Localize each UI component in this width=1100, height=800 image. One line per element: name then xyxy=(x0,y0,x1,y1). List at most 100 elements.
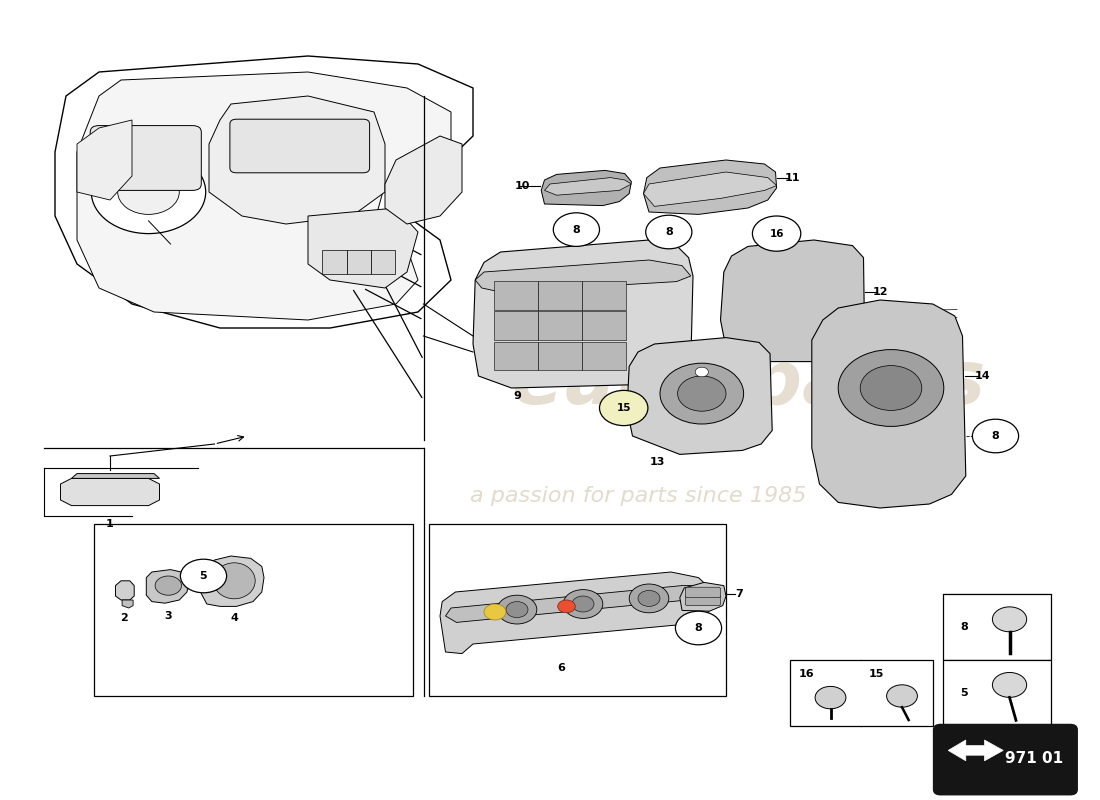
Text: 5: 5 xyxy=(960,688,968,698)
Circle shape xyxy=(497,595,537,624)
Circle shape xyxy=(992,607,1026,632)
Circle shape xyxy=(506,602,528,618)
Polygon shape xyxy=(446,586,706,622)
Text: 15: 15 xyxy=(869,669,884,678)
Circle shape xyxy=(752,216,801,251)
Polygon shape xyxy=(948,740,1003,761)
Polygon shape xyxy=(72,474,160,478)
FancyBboxPatch shape xyxy=(538,342,582,370)
Polygon shape xyxy=(385,136,462,224)
Polygon shape xyxy=(60,478,160,506)
Polygon shape xyxy=(146,570,189,603)
Circle shape xyxy=(972,419,1019,453)
FancyBboxPatch shape xyxy=(494,311,538,340)
Circle shape xyxy=(629,584,669,613)
Text: 4: 4 xyxy=(230,613,239,622)
Circle shape xyxy=(91,150,206,234)
Circle shape xyxy=(815,686,846,709)
Text: 8: 8 xyxy=(960,622,968,632)
Circle shape xyxy=(118,170,179,214)
Circle shape xyxy=(660,363,744,424)
FancyBboxPatch shape xyxy=(538,311,582,340)
Polygon shape xyxy=(720,240,865,362)
Circle shape xyxy=(695,367,708,377)
Circle shape xyxy=(155,576,182,595)
FancyBboxPatch shape xyxy=(90,126,201,190)
Ellipse shape xyxy=(213,562,255,598)
FancyBboxPatch shape xyxy=(322,250,346,274)
Text: 9: 9 xyxy=(513,391,521,401)
FancyBboxPatch shape xyxy=(538,281,582,310)
Text: 13: 13 xyxy=(650,458,666,467)
Text: 8: 8 xyxy=(664,227,673,237)
FancyBboxPatch shape xyxy=(230,119,370,173)
Polygon shape xyxy=(541,170,631,206)
Circle shape xyxy=(887,685,917,707)
Polygon shape xyxy=(122,600,133,608)
Circle shape xyxy=(180,559,227,593)
Polygon shape xyxy=(209,96,385,224)
FancyBboxPatch shape xyxy=(346,250,371,274)
Text: 11: 11 xyxy=(784,173,800,182)
Text: 8: 8 xyxy=(572,225,581,234)
Circle shape xyxy=(638,590,660,606)
Polygon shape xyxy=(627,338,772,454)
Circle shape xyxy=(563,590,603,618)
FancyBboxPatch shape xyxy=(582,281,626,310)
Text: 8: 8 xyxy=(694,623,703,633)
Text: 10: 10 xyxy=(515,181,530,190)
Circle shape xyxy=(838,350,944,426)
Bar xyxy=(94,524,412,696)
Polygon shape xyxy=(116,581,134,600)
Bar xyxy=(943,660,1050,726)
Circle shape xyxy=(675,611,722,645)
Text: 12: 12 xyxy=(872,287,888,297)
FancyBboxPatch shape xyxy=(494,281,538,310)
FancyBboxPatch shape xyxy=(582,342,626,370)
Polygon shape xyxy=(440,572,713,654)
Text: 5: 5 xyxy=(200,571,207,581)
Circle shape xyxy=(484,604,506,620)
Text: 1: 1 xyxy=(106,519,114,529)
FancyBboxPatch shape xyxy=(685,587,720,598)
Circle shape xyxy=(678,376,726,411)
Text: 14: 14 xyxy=(975,371,990,381)
Text: 15: 15 xyxy=(616,403,631,413)
Text: 971 01: 971 01 xyxy=(1005,751,1064,766)
FancyBboxPatch shape xyxy=(934,725,1077,794)
Bar xyxy=(943,594,1050,660)
Polygon shape xyxy=(680,582,726,611)
Polygon shape xyxy=(812,300,966,508)
FancyBboxPatch shape xyxy=(494,342,538,370)
Text: eurospares: eurospares xyxy=(510,347,986,421)
Text: 8: 8 xyxy=(991,431,1000,441)
Bar xyxy=(790,660,933,726)
Text: 6: 6 xyxy=(557,663,565,673)
Polygon shape xyxy=(644,160,777,214)
Circle shape xyxy=(558,600,575,613)
Polygon shape xyxy=(644,172,777,206)
FancyBboxPatch shape xyxy=(685,595,720,606)
Polygon shape xyxy=(77,72,451,320)
FancyBboxPatch shape xyxy=(582,311,626,340)
Text: a passion for parts since 1985: a passion for parts since 1985 xyxy=(470,486,806,506)
Text: 7: 7 xyxy=(735,589,744,598)
Circle shape xyxy=(646,215,692,249)
Text: 2: 2 xyxy=(120,614,129,623)
Polygon shape xyxy=(55,56,473,328)
Polygon shape xyxy=(473,240,693,388)
Circle shape xyxy=(600,390,648,426)
Polygon shape xyxy=(544,178,631,195)
Text: 16: 16 xyxy=(799,669,814,678)
Bar xyxy=(429,524,726,696)
Polygon shape xyxy=(308,208,418,288)
Text: 16: 16 xyxy=(769,229,784,238)
Circle shape xyxy=(992,673,1026,698)
Polygon shape xyxy=(200,556,264,606)
Text: 3: 3 xyxy=(165,611,172,621)
Circle shape xyxy=(860,366,922,410)
Polygon shape xyxy=(475,260,691,292)
Polygon shape xyxy=(77,120,132,200)
FancyBboxPatch shape xyxy=(371,250,395,274)
Circle shape xyxy=(553,213,600,246)
